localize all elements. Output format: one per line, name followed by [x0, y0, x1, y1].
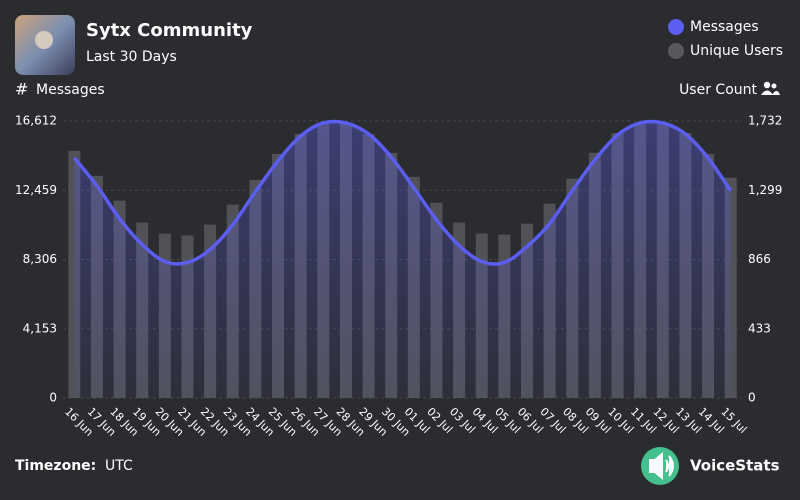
timezone-value: UTC	[105, 458, 133, 474]
line	[72, 119, 733, 266]
y-tick-label: 4,153	[23, 321, 57, 335]
legend-swatch	[668, 19, 684, 35]
timezone-label: Timezone:	[15, 458, 96, 474]
users-icon	[761, 81, 780, 95]
legend-label: Messages	[690, 19, 759, 35]
legend-label: Unique Users	[690, 43, 783, 59]
y2-tick-label: 433	[748, 321, 771, 335]
y-axis-icon: #	[15, 80, 28, 99]
brand-icon	[649, 451, 674, 481]
y2-tick-label: 1,732	[748, 114, 782, 128]
y-tick-label: 16,612	[15, 114, 57, 128]
legend-swatch	[668, 43, 684, 59]
y2-tick-label: 1,299	[748, 183, 782, 197]
chart-subtitle: Last 30 Days	[86, 49, 177, 65]
brand-name: VoiceStats	[690, 457, 780, 475]
line-area	[74, 121, 731, 399]
avatar-figure	[35, 31, 53, 49]
y-tick-label: 12,459	[15, 183, 57, 197]
y-axis-label: Messages	[36, 82, 105, 98]
y-tick-label: 8,306	[23, 252, 57, 266]
chart-title: Sytx Community	[86, 20, 253, 41]
y2-tick-label: 866	[748, 252, 771, 266]
y-tick-label: 0	[49, 391, 57, 405]
y2-tick-label: 0	[748, 391, 756, 405]
y2-axis-label: User Count	[679, 82, 757, 98]
